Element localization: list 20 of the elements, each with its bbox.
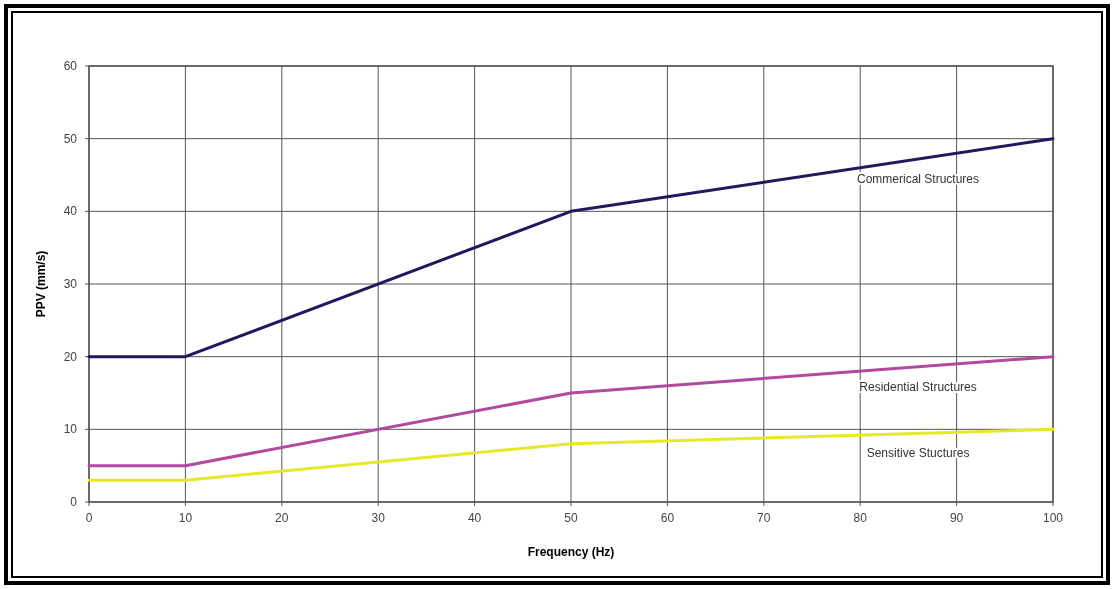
x-tick-label: 100 xyxy=(1042,511,1064,525)
x-tick-label: 20 xyxy=(275,511,289,525)
x-tick-label: 80 xyxy=(853,511,868,525)
x-tick-label: 0 xyxy=(85,511,93,525)
y-tick-label: 40 xyxy=(63,204,78,219)
y-axis-title: PPV (mm/s) xyxy=(34,250,48,318)
x-tick-label: 10 xyxy=(178,511,193,525)
y-tick-label: 60 xyxy=(63,59,78,73)
x-tick-label: 60 xyxy=(660,511,675,525)
x-tick-label: 90 xyxy=(949,511,964,525)
x-axis-title: Frequency (Hz) xyxy=(527,545,615,559)
y-tick-label: 10 xyxy=(63,422,78,437)
x-tick-label: 70 xyxy=(757,511,771,525)
x-tick-label: 40 xyxy=(467,511,482,525)
y-tick-label: 30 xyxy=(63,277,78,291)
y-tick-label: 50 xyxy=(63,131,78,146)
y-tick-label: 20 xyxy=(63,349,78,364)
y-tick-label: 0 xyxy=(70,495,78,509)
x-tick-label: 50 xyxy=(564,511,578,525)
x-tick-label: 30 xyxy=(371,511,386,525)
